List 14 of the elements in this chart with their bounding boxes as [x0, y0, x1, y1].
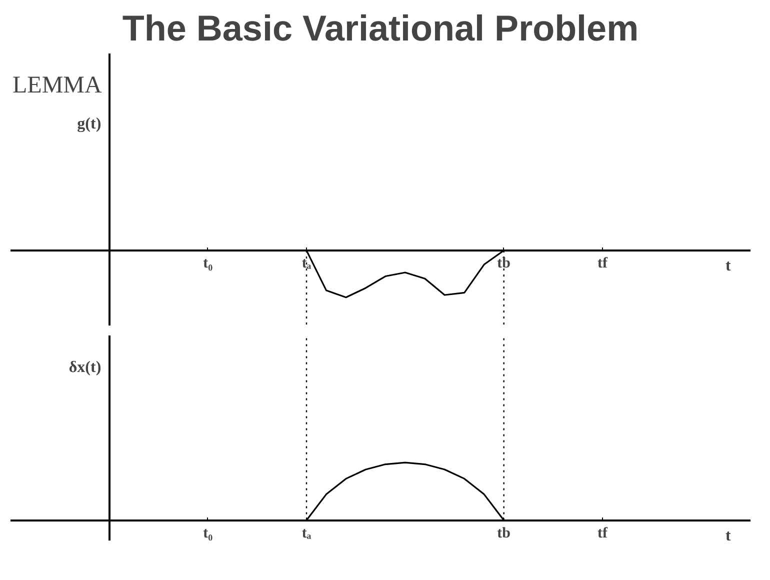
x-tick-label: tb	[497, 255, 511, 272]
x-tick-label: tf	[598, 525, 608, 542]
y-axis-title: δx(t)	[68, 359, 102, 376]
y-axis-title: g(t)	[77, 115, 102, 132]
chart-title: The Basic Variational Problem	[122, 8, 639, 48]
x-axis-title: t	[725, 527, 732, 544]
x-tick-label: t₀	[203, 525, 214, 542]
x-tick-label: tₐ	[302, 255, 312, 272]
x-tick-label: tf	[598, 255, 608, 272]
x-tick-label: tb	[497, 525, 511, 542]
x-axis-title: t	[725, 257, 732, 274]
chart-subtitle: LEMMA	[12, 72, 102, 98]
x-tick-label: t₀	[203, 255, 214, 272]
x-tick-label: tₐ	[302, 525, 312, 542]
